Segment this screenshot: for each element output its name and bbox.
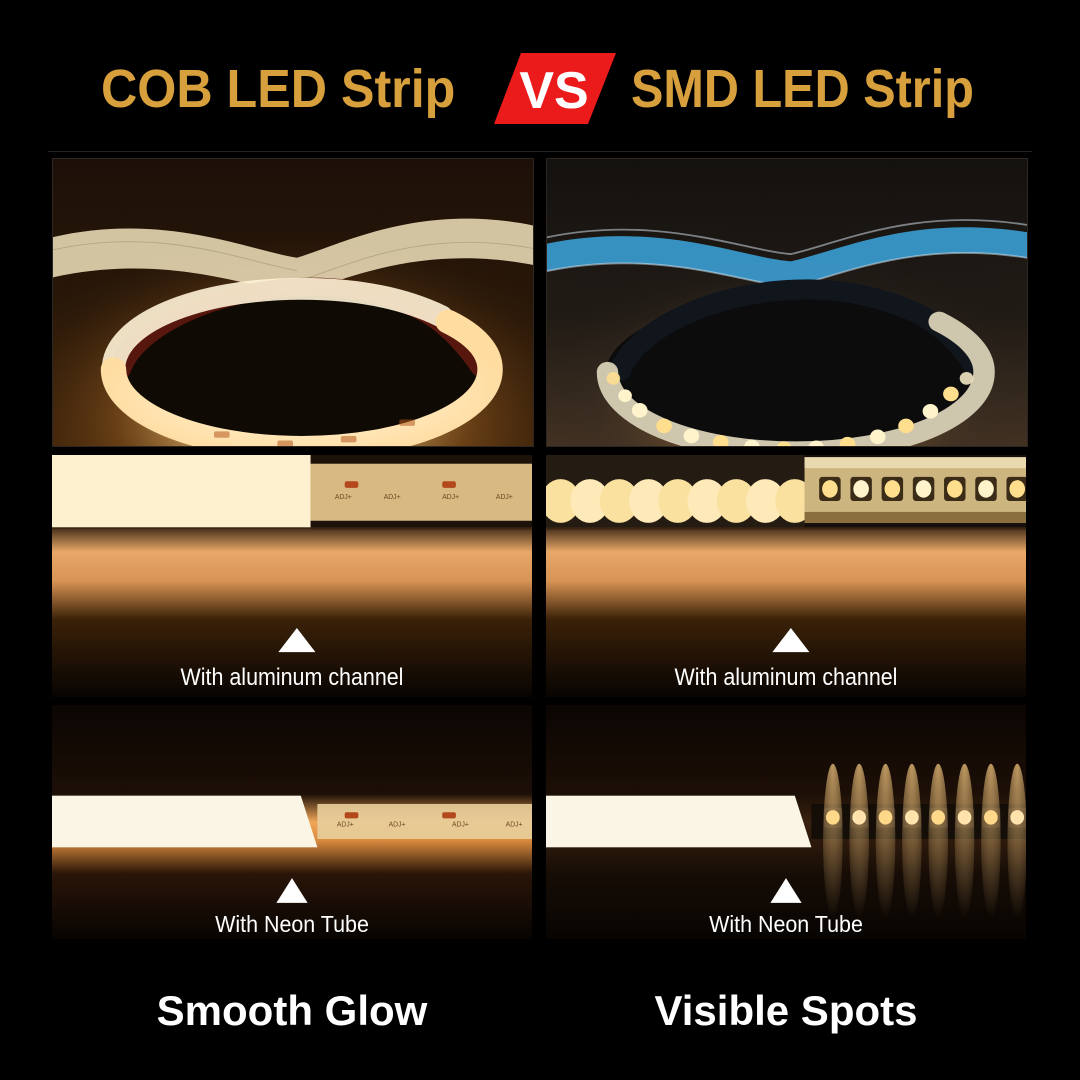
svg-text:VS: VS <box>519 62 588 120</box>
svg-text:With aluminum channel: With aluminum channel <box>675 663 898 690</box>
svg-text:ADJ+: ADJ+ <box>452 822 469 829</box>
svg-text:ADJ+: ADJ+ <box>389 822 406 829</box>
svg-text:ADJ+: ADJ+ <box>335 491 352 501</box>
svg-text:ADJ+: ADJ+ <box>496 491 513 501</box>
svg-text:ADJ+: ADJ+ <box>442 491 459 501</box>
svg-text:With aluminum channel: With aluminum channel <box>181 663 404 690</box>
svg-text:With Neon Tube: With Neon Tube <box>709 911 863 937</box>
svg-text:With Neon Tube: With Neon Tube <box>215 911 369 937</box>
svg-text:ADJ+: ADJ+ <box>337 822 354 829</box>
svg-text:ADJ+: ADJ+ <box>384 491 401 501</box>
svg-text:ADJ+: ADJ+ <box>506 822 523 829</box>
